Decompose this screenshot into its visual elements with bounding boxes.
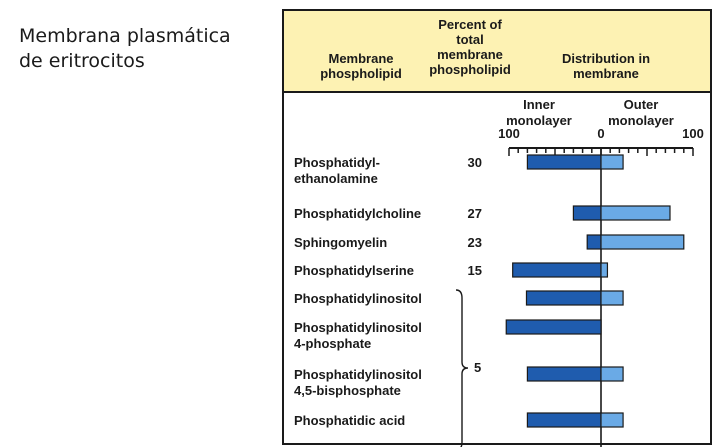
outer-monolayer-bar bbox=[600, 262, 609, 278]
caption-line-2: de eritrocitos bbox=[19, 50, 145, 72]
slide-caption: Membrana plasmática de eritrocitos bbox=[19, 24, 231, 74]
inner-monolayer-bar bbox=[505, 319, 602, 335]
phospholipid-name: Phosphatidylinositol 4,5-bisphosphate bbox=[294, 367, 422, 398]
outer-monolayer-bar bbox=[600, 234, 685, 250]
inner-monolayer-bar bbox=[512, 262, 602, 278]
group-brace bbox=[455, 289, 469, 447]
inner-monolayer-bar bbox=[586, 234, 602, 250]
axis-title-outer: Outer monolayer bbox=[608, 97, 674, 128]
outer-monolayer-bar bbox=[600, 154, 624, 170]
axis-tick-label: 0 bbox=[597, 126, 604, 141]
table-header: Membrane phospholipid Percent of total m… bbox=[284, 11, 710, 93]
percent-value: 23 bbox=[468, 235, 482, 250]
inner-monolayer-bar bbox=[526, 412, 602, 428]
phospholipid-name: Phosphatidic acid bbox=[294, 413, 405, 428]
axis-tick-label: 100 bbox=[682, 126, 704, 141]
group-percent-label: 5 bbox=[474, 360, 481, 375]
inner-monolayer-bar bbox=[572, 205, 602, 221]
header-membrane-phospholipid: Membrane phospholipid bbox=[320, 51, 402, 81]
axis-title-inner: Inner monolayer bbox=[506, 97, 572, 128]
distribution-chart: Inner monolayer Outer monolayer 100 0 100 Phosp… bbox=[294, 97, 704, 447]
figure-panel: Membrane phospholipid Percent of total m… bbox=[282, 9, 712, 447]
caption-line-1: Membrana plasmática bbox=[19, 25, 231, 47]
inner-monolayer-bar bbox=[525, 290, 602, 306]
axis-tick-label: 100 bbox=[498, 126, 520, 141]
percent-value: 27 bbox=[468, 206, 482, 221]
phospholipid-name: Phosphatidylcholine bbox=[294, 206, 421, 221]
outer-monolayer-bar bbox=[600, 366, 624, 382]
outer-monolayer-bar bbox=[600, 412, 624, 428]
inner-monolayer-bar bbox=[526, 154, 602, 170]
percent-value: 30 bbox=[468, 155, 482, 170]
phospholipid-name: Phosphatidylinositol 4-phosphate bbox=[294, 320, 422, 351]
percent-value: 15 bbox=[468, 263, 482, 278]
phospholipid-name: Phosphatidyl-ethanolamine bbox=[294, 155, 380, 186]
header-distribution: Distribution in membrane bbox=[561, 51, 651, 81]
inner-monolayer-bar bbox=[526, 366, 602, 382]
phospholipid-name: Sphingomyelin bbox=[294, 235, 387, 250]
outer-monolayer-bar bbox=[600, 290, 624, 306]
phospholipid-name: Phosphatidylserine bbox=[294, 263, 414, 278]
phospholipid-name: Phosphatidylinositol bbox=[294, 291, 422, 306]
header-percent-total: Percent of total membrane phospholipid bbox=[429, 17, 511, 77]
outer-monolayer-bar bbox=[600, 205, 671, 221]
